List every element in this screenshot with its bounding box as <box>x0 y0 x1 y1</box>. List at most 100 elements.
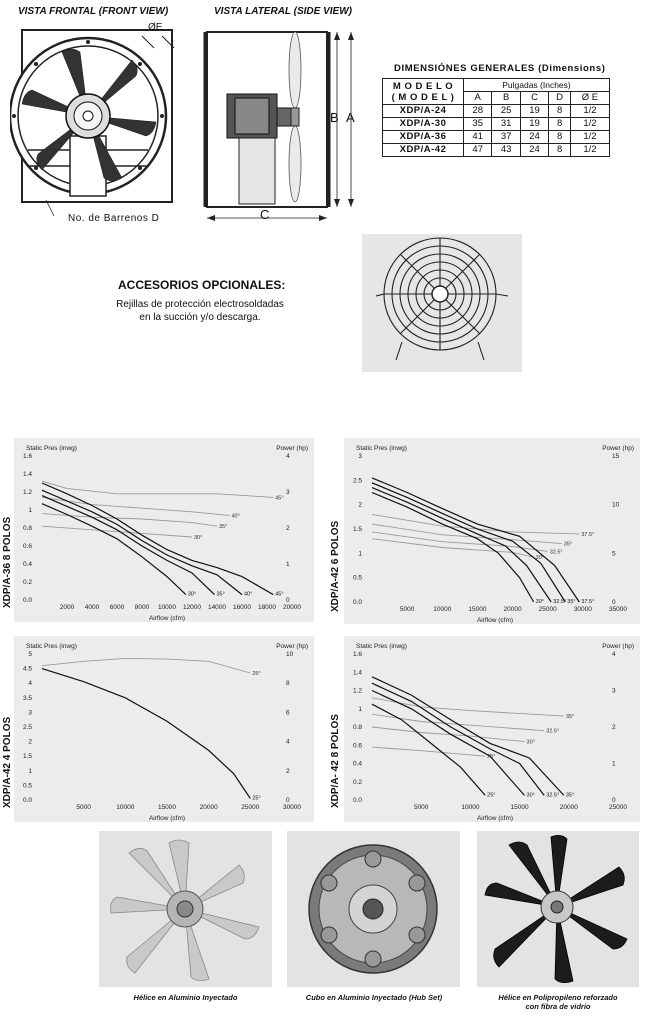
power-curve <box>371 726 525 743</box>
table-columns-row: A B C D Ø E <box>383 91 611 105</box>
chart-side-label: XDP/A- 42 8 POLOS <box>330 714 341 808</box>
y-axis-title: Static Pres (inwg) <box>26 643 77 650</box>
pressure-curve-label: 45° <box>275 592 283 598</box>
value-cell: 24 <box>519 143 550 157</box>
accessories-line: Rejillas de protección electrosoldadas <box>116 299 284 310</box>
x-axis-title: Airflow (cfm) <box>149 615 185 622</box>
y-tick-label: 1.5 <box>353 526 362 533</box>
accessories-line: en la succión y/o descarga. <box>139 312 261 323</box>
x-tick-label: 25000 <box>241 804 259 811</box>
y2-tick-label: 0 <box>612 797 616 804</box>
pressure-curve-label: 35° <box>567 599 575 605</box>
pressure-curve <box>41 668 251 799</box>
pressure-curve <box>41 503 187 596</box>
y-tick-label: 5 <box>28 651 32 658</box>
y-tick-label: 2 <box>358 502 362 509</box>
x-tick-label: 25000 <box>609 804 627 811</box>
front-view-drawing <box>10 29 173 217</box>
power-curve <box>371 746 486 757</box>
power-curve-label: 35° <box>564 542 572 548</box>
y2-tick-label: 10 <box>612 502 620 509</box>
x-tick-label: 30000 <box>574 606 592 613</box>
power-curve-label: 30° <box>194 535 202 541</box>
column-header: A <box>462 91 493 105</box>
pressure-curve-label: 30° <box>536 599 544 605</box>
model-cell: XDP/A-30 <box>382 117 464 131</box>
dim-a-label: A <box>346 110 355 125</box>
power-curve <box>41 496 230 516</box>
y-tick-label: 3 <box>28 709 32 716</box>
value-cell: 35 <box>462 117 493 131</box>
value-cell: 28 <box>462 104 493 118</box>
value-cell: 8 <box>548 104 571 118</box>
x-tick-label: 12000 <box>183 604 201 611</box>
y-tick-label: 0.8 <box>353 724 362 731</box>
x-tick-label: 20000 <box>560 804 578 811</box>
x-tick-label: 10000 <box>158 604 176 611</box>
power-curve-label: 30° <box>536 555 544 561</box>
column-header: B <box>491 91 521 105</box>
pressure-curve <box>371 676 565 796</box>
y-tick-label: 1 <box>358 550 362 557</box>
side-view-drawing <box>203 31 354 221</box>
power-curve-label: 32.5° <box>550 549 563 555</box>
front-view-title: VISTA FRONTAL (FRONT VIEW) <box>18 6 169 17</box>
y-tick-label: 2.5 <box>23 724 32 731</box>
value-cell: 1/2 <box>569 130 611 144</box>
x-tick-label: 30000 <box>283 804 301 811</box>
y-axis-title: Static Pres (inwg) <box>356 643 407 650</box>
bolt-holes-label: No. de Barrenos D <box>68 213 160 224</box>
y-tick-label: 0.6 <box>23 543 32 550</box>
x-tick-label: 5000 <box>414 804 429 811</box>
y2-tick-label: 8 <box>286 680 290 687</box>
pressure-curve-label: 32.5° <box>546 792 559 798</box>
y2-tick-label: 0 <box>286 597 290 604</box>
accessories-title: ACCESORIOS OPCIONALES: <box>118 278 286 292</box>
dimensions-table: M O D E L O ( M O D E L ) Pulgadas (Inch… <box>382 78 611 157</box>
value-cell: 24 <box>519 130 550 144</box>
chart-svg: Static Pres (inwg) Power (hp) Airflow (cfm… <box>353 445 634 624</box>
pressure-curve-label: 30° <box>527 792 535 798</box>
value-cell: 47 <box>462 143 493 157</box>
y-tick-label: 0.5 <box>353 575 362 582</box>
pressure-curve-label: 30° <box>188 592 196 598</box>
y2-tick-label: 4 <box>286 739 290 746</box>
value-cell: 41 <box>462 130 493 144</box>
y-tick-label: 1.4 <box>23 471 32 478</box>
pressure-curve <box>41 482 274 596</box>
value-cell: 31 <box>491 117 521 131</box>
table-row: XDP/A-30 35 31 19 8 1/2 <box>382 117 611 131</box>
power-curve-label: 35° <box>566 714 574 720</box>
chart-svg: Static Pres (inwg) Power (hp) Airflow (cfm… <box>23 445 308 622</box>
caption-hub-set: Cubo en Aluminio Inyectado (Hub Set) <box>305 993 443 1002</box>
x-tick-label: 15000 <box>158 804 176 811</box>
pressure-curve <box>41 495 215 596</box>
value-cell: 43 <box>491 143 521 157</box>
y-tick-label: 3.5 <box>23 695 32 702</box>
x-tick-label: 35000 <box>609 606 627 613</box>
chart-svg: Static Pres (inwg) Power (hp) Airflow (cfm… <box>23 643 308 822</box>
power-curve <box>41 513 218 527</box>
value-cell: 1/2 <box>569 117 611 131</box>
table-header-row: M O D E L O ( M O D E L ) Pulgadas (Inch… <box>382 78 610 105</box>
power-curve <box>371 523 562 545</box>
x-tick-label: 6000 <box>110 604 125 611</box>
x-tick-label: 10000 <box>433 606 451 613</box>
y2-tick-label: 10 <box>286 651 294 658</box>
y2-tick-label: 0 <box>612 599 616 606</box>
column-header: Ø E <box>569 91 611 105</box>
y-tick-label: 0.2 <box>353 779 362 786</box>
y2-tick-label: 0 <box>286 797 290 804</box>
chart-side-label: XDP/A-42 6 POLOS <box>330 520 341 612</box>
power-curve <box>41 525 193 538</box>
y2-axis-title: Power (hp) <box>276 643 308 650</box>
y2-tick-label: 1 <box>286 561 290 568</box>
pressure-curve <box>371 491 535 603</box>
y-tick-label: 3 <box>358 453 362 460</box>
chart-xdp-a36-8p: Static Pres (inwg) Power (hp) Airflow (cfm… <box>14 438 314 622</box>
model-header-cell: M O D E L O ( M O D E L ) <box>382 78 464 105</box>
y-tick-label: 0.6 <box>353 742 362 749</box>
value-cell: 1/2 <box>569 104 611 118</box>
x-tick-label: 20000 <box>200 804 218 811</box>
x-tick-label: 5000 <box>400 606 415 613</box>
